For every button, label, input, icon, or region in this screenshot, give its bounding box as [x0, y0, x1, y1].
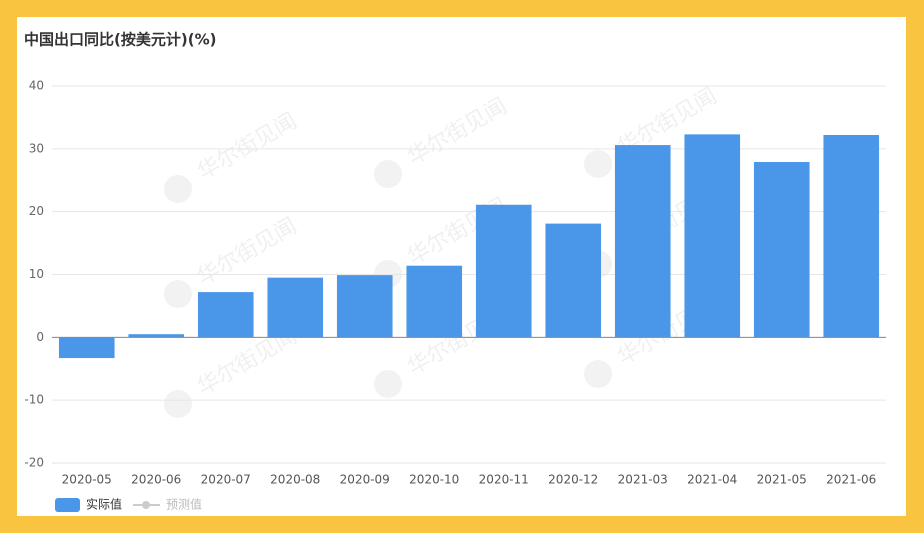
- y-tick-label: 40: [29, 79, 44, 93]
- y-tick-label: 0: [36, 330, 44, 344]
- x-tick-label: 2020-07: [201, 473, 251, 487]
- watermark-icon: [584, 360, 612, 388]
- watermark-icon: [584, 150, 612, 178]
- x-tick-label: 2020-10: [409, 473, 459, 487]
- x-tick-label: 2020-05: [62, 473, 112, 487]
- x-tick-label: 2021-04: [687, 473, 737, 487]
- bar: [58, 337, 115, 359]
- x-tick-label: 2021-03: [618, 473, 668, 487]
- chart-title: 中国出口同比(按美元计)(%): [24, 31, 216, 49]
- bar: [406, 265, 463, 338]
- bar: [197, 292, 254, 338]
- bar: [475, 204, 532, 338]
- legend-label: 实际值: [86, 497, 122, 512]
- bar: [267, 277, 324, 338]
- y-tick-label: 20: [29, 204, 44, 218]
- y-tick-label: -20: [24, 456, 44, 470]
- watermark-icon: [374, 160, 402, 188]
- x-tick-label: 2021-05: [757, 473, 807, 487]
- y-tick-label: -10: [24, 393, 44, 407]
- bar: [614, 145, 671, 338]
- bar: [545, 223, 602, 338]
- y-tick-label: 10: [29, 267, 44, 281]
- watermark-icon: [164, 175, 192, 203]
- x-tick-label: 2020-06: [131, 473, 181, 487]
- x-tick-label: 2021-06: [826, 473, 876, 487]
- bar: [753, 162, 810, 338]
- bar: [128, 334, 185, 338]
- x-tick-label: 2020-11: [479, 473, 529, 487]
- legend-swatch: [142, 501, 150, 509]
- legend-label: 预测值: [166, 497, 202, 512]
- watermark-icon: [164, 390, 192, 418]
- x-tick-label: 2020-12: [548, 473, 598, 487]
- x-tick-label: 2020-08: [270, 473, 320, 487]
- legend-swatch: [55, 498, 80, 512]
- watermark-icon: [374, 370, 402, 398]
- y-tick-label: 30: [29, 141, 44, 155]
- bar: [823, 135, 880, 338]
- bar: [684, 134, 741, 338]
- watermark-icon: [164, 280, 192, 308]
- bar: [336, 275, 393, 338]
- x-tick-label: 2020-09: [340, 473, 390, 487]
